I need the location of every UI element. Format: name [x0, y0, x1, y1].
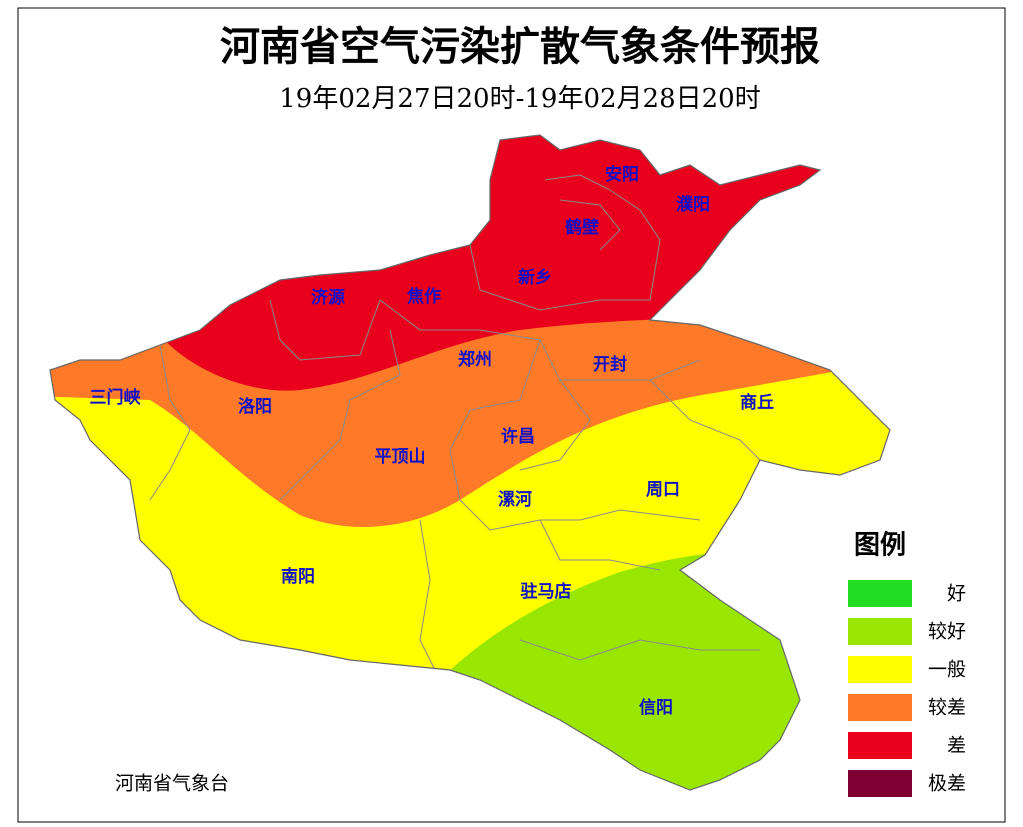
city-label: 商丘 [740, 392, 774, 413]
title: 河南省空气污染扩散气象条件预报 [220, 23, 820, 70]
city-label: 济源 [311, 287, 345, 308]
footer: 河南省气象台 [115, 773, 229, 795]
city-label: 洛阳 [238, 396, 272, 417]
legend-swatch [848, 770, 912, 797]
legend-swatch [848, 732, 912, 759]
legend-label: 差 [947, 735, 966, 757]
legend-label: 较好 [928, 621, 966, 643]
city-label: 信阳 [639, 697, 673, 718]
city-label: 许昌 [501, 426, 535, 447]
legend-swatch [848, 580, 912, 607]
city-label: 濮阳 [676, 194, 710, 215]
legend-label: 一般 [928, 659, 966, 681]
legend-label: 极差 [928, 773, 966, 795]
city-label: 安阳 [605, 164, 639, 185]
city-label: 开封 [593, 354, 627, 375]
legend-swatch [848, 656, 912, 683]
legend-swatch [848, 694, 912, 721]
legend-title: 图例 [854, 531, 906, 561]
city-label: 平顶山 [375, 447, 426, 467]
city-label: 鹤壁 [565, 217, 599, 238]
city-label: 周口 [646, 480, 680, 500]
city-label: 新乡 [518, 267, 552, 288]
legend-label: 好 [947, 583, 966, 605]
legend-label: 较差 [928, 697, 966, 719]
city-borders [149, 174, 761, 681]
city-label: 漯河 [498, 490, 532, 510]
city-label: 南阳 [281, 566, 315, 587]
frame [17, 7, 1006, 823]
city-label: 三门峡 [90, 387, 142, 408]
city-label: 郑州 [458, 349, 492, 370]
legend-swatch [848, 618, 912, 645]
subtitle: 19年02月27日20时-19年02月28日20时 [279, 84, 760, 114]
city-label: 驻马店 [521, 581, 572, 602]
city-label: 焦作 [406, 286, 441, 307]
